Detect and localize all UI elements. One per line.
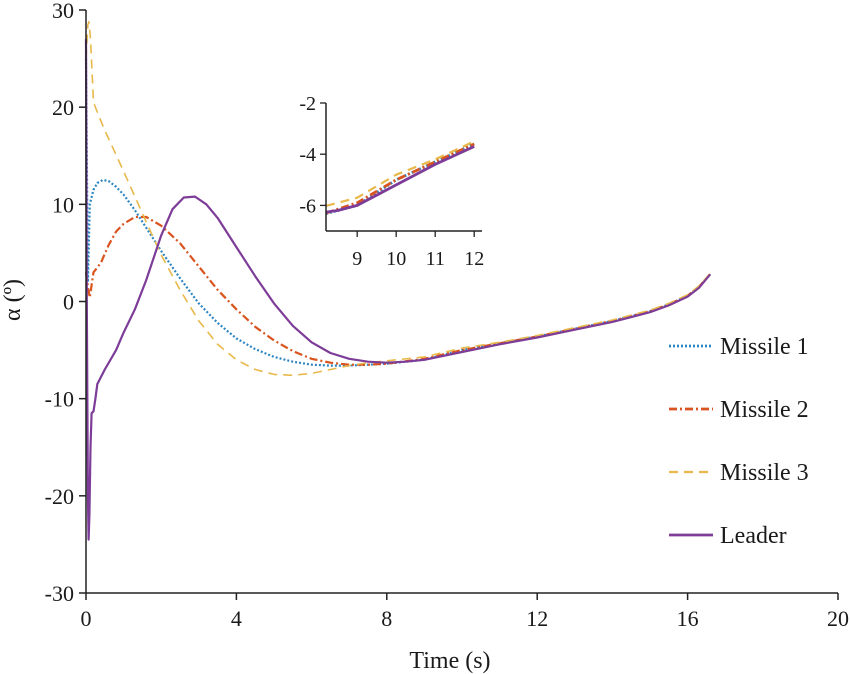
inset-y-tick-label: -4 <box>299 144 316 166</box>
x-tick-label: 20 <box>827 606 849 631</box>
y-tick-label: 0 <box>63 290 74 315</box>
y-tick-label: 20 <box>52 95 74 120</box>
inset-x-tick-label: 10 <box>386 248 406 270</box>
main-series-group <box>84 20 712 541</box>
inset-y-tick-label: -6 <box>299 195 316 217</box>
y-tick-label: -20 <box>45 484 74 509</box>
inset-series-line-3 <box>325 140 475 207</box>
series-line-2 <box>84 215 712 366</box>
inset-x-tick-label: 11 <box>426 248 445 270</box>
legend: Missile 1 Missile 2 Missile 3 Leader <box>669 334 809 549</box>
series-line-3 <box>85 20 711 377</box>
x-tick-label: 12 <box>526 606 548 631</box>
y-tick-label: -10 <box>45 387 74 412</box>
inset-x-tick-label: 12 <box>464 248 484 270</box>
y-tick-label: 30 <box>52 0 74 23</box>
legend-label-2: Missile 2 <box>720 397 809 423</box>
inset-series-group <box>325 140 475 215</box>
x-tick-label: 8 <box>381 606 392 631</box>
inset-series-line-4 <box>325 145 475 214</box>
legend-label-3: Missile 3 <box>720 460 809 486</box>
y-tick-label: -30 <box>45 581 74 606</box>
main-axes: 0 4 8 12 16 20 30 20 10 0 -10 -20 -30 <box>45 0 849 631</box>
x-tick-label: 4 <box>231 606 242 631</box>
y-tick-label: 10 <box>52 192 74 217</box>
inset-plot: 9 10 11 12 -2 -4 -6 <box>299 93 484 270</box>
inset-y-tick-label: -2 <box>299 93 316 115</box>
series-line-4 <box>84 39 712 541</box>
x-axis-title: Time (s) <box>409 648 490 674</box>
legend-label-1: Missile 1 <box>720 334 809 360</box>
inset-x-tick-label: 9 <box>352 248 362 270</box>
y-axis-title: α (º) <box>0 279 26 321</box>
inset-axes: 9 10 11 12 -2 -4 -6 <box>299 93 484 270</box>
main-plot: 0 4 8 12 16 20 30 20 10 0 -10 -20 -30 <box>45 0 849 631</box>
x-tick-label: 16 <box>677 606 699 631</box>
x-tick-label: 0 <box>81 606 92 631</box>
legend-label-4: Leader <box>720 523 787 549</box>
inset-series-line-2 <box>325 142 475 215</box>
